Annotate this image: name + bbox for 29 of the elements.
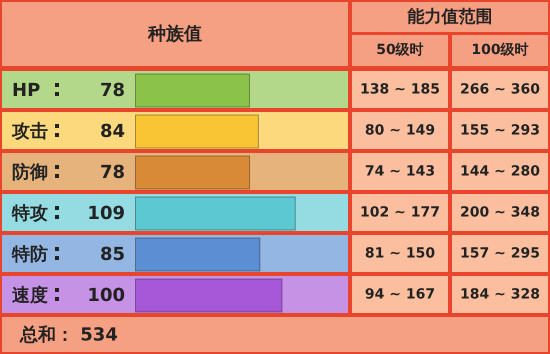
text: 80 ~ 149 (364, 122, 436, 138)
data-label: 109 (87, 203, 125, 224)
text: 能力值范围 (408, 7, 492, 27)
text: 总和： 534 (19, 324, 118, 346)
y-tick-label: 特攻 (11, 203, 48, 224)
data-label: 100 (87, 285, 125, 306)
y-tick-label: 攻击 (11, 121, 48, 142)
text: 94 ~ 167 (364, 286, 436, 302)
y-tick-label: 速度 (12, 285, 48, 306)
data-label: 84 (100, 121, 125, 142)
y-tick-label: 防御 (12, 162, 48, 183)
text: 81 ~ 150 (364, 246, 436, 262)
y-tick-label: HP (12, 80, 40, 101)
text: 74 ~ 143 (364, 164, 436, 180)
text: 50级时 (376, 42, 424, 58)
chart-title: 种族值 (147, 24, 202, 44)
text: 138 ~ 185 (360, 82, 440, 98)
data-label: 85 (100, 244, 125, 265)
data-label: 78 (100, 80, 125, 101)
text: 200 ~ 348 (460, 204, 540, 220)
text: 144 ~ 280 (460, 164, 540, 180)
text: 266 ~ 360 (460, 82, 540, 98)
y-tick-label: 特防 (11, 244, 48, 265)
text: 100级时 (471, 42, 529, 58)
text: 102 ~ 177 (360, 204, 440, 220)
data-label: 78 (100, 162, 125, 183)
text: 184 ~ 328 (460, 286, 540, 302)
text: 155 ~ 293 (460, 122, 540, 138)
text: 157 ~ 295 (460, 246, 540, 262)
